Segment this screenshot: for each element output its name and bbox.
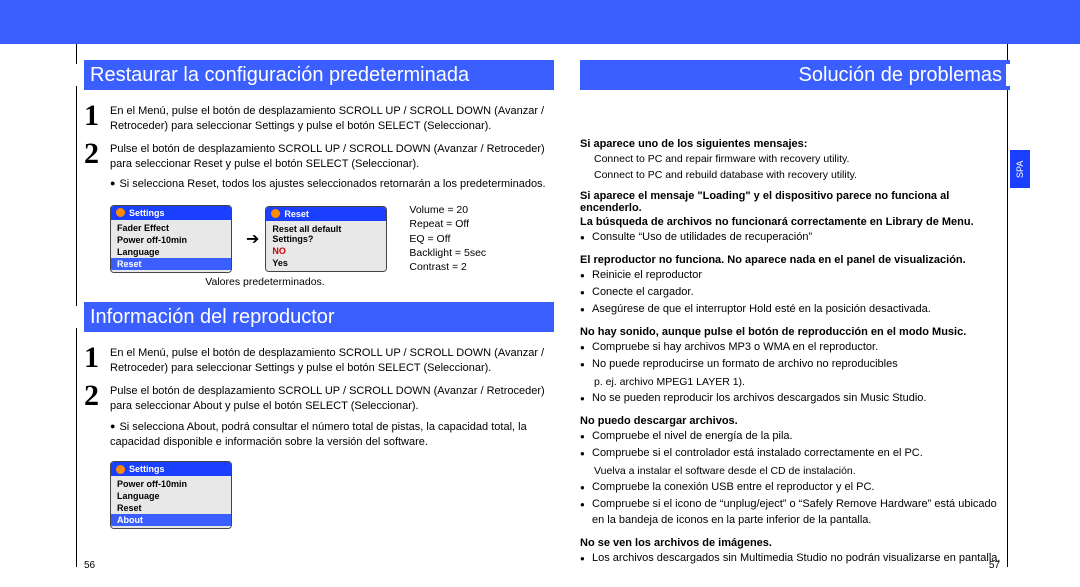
section-heading-restore: Restaurar la configuración predeterminad… (84, 60, 554, 90)
ts-bullet: Compruebe la conexión USB entre el repro… (592, 480, 1010, 496)
spa-side-tab: SPA (1010, 150, 1030, 188)
page-number-right: 57 (989, 560, 1000, 571)
ui-item: Power off-10min (111, 478, 231, 490)
ts-bullets: Compruebe si hay archivos MP3 o WMA en e… (580, 340, 1010, 373)
step-number: 1 (84, 344, 110, 376)
ts-bullets: Los archivos descargados sin Multimedia … (580, 551, 1010, 567)
ui-item-yes: Yes (266, 257, 386, 269)
heading-tick (1006, 64, 1010, 86)
left-page: Restaurar la configuración predeterminad… (84, 60, 554, 535)
ui-header: Settings (111, 462, 231, 476)
step-2: 2 Pulse el botón de desplazamiento SCROL… (84, 140, 554, 172)
step-2b: 2 Pulse el botón de desplazamiento SCROL… (84, 382, 554, 414)
default-val: Volume = 20 (409, 203, 486, 217)
manual-spread: SPA Restaurar la configuración predeterm… (0, 0, 1080, 587)
ts-heading: Si aparece el mensaje "Loading" y el dis… (580, 190, 1010, 214)
ui-about-row: Settings Power off-10min Language Reset … (110, 461, 554, 529)
ts-bullets: Compruebe la conexión USB entre el repro… (580, 480, 1010, 529)
ui-body: Reset all default Settings? NO Yes (266, 221, 386, 271)
ui-settings-about-screen: Settings Power off-10min Language Reset … (110, 461, 232, 529)
ui-title: Settings (129, 208, 165, 218)
ts-subline: p. ej. archivo MPEG1 LAYER 1). (580, 375, 1010, 389)
ui-title: Settings (129, 464, 165, 474)
defaults-list: Volume = 20 Repeat = Off EQ = Off Backli… (409, 203, 486, 274)
ui-item-highlight: Reset (111, 258, 231, 270)
default-val: Backlight = 5sec (409, 246, 486, 260)
step-text: En el Menú, pulse el botón de desplazami… (110, 344, 554, 376)
ts-heading: No hay sonido, aunque pulse el botón de … (580, 326, 1010, 338)
step-number: 2 (84, 140, 110, 172)
ts-heading: No se ven los archivos de imágenes. (580, 537, 1010, 549)
ts-bullets: Compruebe el nivel de energía de la pila… (580, 429, 1010, 462)
ui-title: Reset (284, 209, 309, 219)
ts-bullets: Reinicie el reproductor Conecte el carga… (580, 268, 1010, 318)
ui-item: Language (111, 490, 231, 502)
ts-bullets: Consulte “Uso de utilidades de recuperac… (580, 230, 1010, 246)
defaults-caption: Valores predeterminados. (110, 276, 420, 288)
ui-dot-icon (116, 208, 125, 217)
ts-bullets: No se pueden reproducir los archivos des… (580, 391, 1010, 407)
ui-body: Power off-10min Language Reset About (111, 476, 231, 528)
ui-dot-icon (271, 209, 280, 218)
ts-line: Connect to PC and repair firmware with r… (580, 152, 1010, 166)
ts-bullet: Consulte “Uso de utilidades de recuperac… (592, 230, 1010, 246)
ui-screens-row: Settings Fader Effect Power off-10min La… (110, 203, 554, 274)
ts-bullet: Conecte el cargador. (592, 285, 1010, 301)
default-val: Repeat = Off (409, 217, 486, 231)
section-heading-info: Información del reproductor (84, 302, 554, 332)
ts-subline: Vuelva a instalar el software desde el C… (580, 464, 1010, 478)
heading-tick (76, 306, 80, 328)
ts-bullet: Compruebe si el icono de “unplug/eject” … (592, 497, 1010, 529)
section-heading-text: Solución de problemas (799, 64, 1002, 87)
ts-bullet: No puede reproducirse un formato de arch… (592, 357, 1010, 373)
step-text: En el Menú, pulse el botón de desplazami… (110, 102, 554, 134)
ts-bullet: Compruebe si hay archivos MP3 o WMA en e… (592, 340, 1010, 356)
ts-heading: No puedo descargar archivos. (580, 415, 1010, 427)
default-val: Contrast = 2 (409, 260, 486, 274)
ui-item: Reset (111, 502, 231, 514)
ts-bullet: No se pueden reproducir los archivos des… (592, 391, 1010, 407)
ui-item: Power off-10min (111, 234, 231, 246)
section-heading-text: Restaurar la configuración predeterminad… (90, 64, 469, 87)
ui-settings-screen: Settings Fader Effect Power off-10min La… (110, 205, 232, 273)
step-1: 1 En el Menú, pulse el botón de desplaza… (84, 102, 554, 134)
ts-bullet: Reinicie el reproductor (592, 268, 1010, 284)
step-bullet: Si selecciona Reset, todos los ajustes s… (84, 177, 554, 193)
ui-body: Fader Effect Power off-10min Language Re… (111, 220, 231, 272)
ui-item: Language (111, 246, 231, 258)
ui-header: Settings (111, 206, 231, 220)
step-text: Pulse el botón de desplazamiento SCROLL … (110, 140, 554, 172)
default-val: EQ = Off (409, 232, 486, 246)
top-blue-band (0, 0, 1080, 44)
ui-item: Reset all default Settings? (266, 223, 386, 245)
step-1b: 1 En el Menú, pulse el botón de desplaza… (84, 344, 554, 376)
ui-header: Reset (266, 207, 386, 221)
ts-bullet: Compruebe el nivel de energía de la pila… (592, 429, 1010, 445)
ts-bullet: Asegúrese de que el interruptor Hold est… (592, 302, 1010, 318)
section-heading-troubleshoot: Solución de problemas (580, 60, 1010, 90)
ts-heading: El reproductor no funciona. No aparece n… (580, 254, 1010, 266)
ui-item-highlight: About (111, 514, 231, 526)
section-heading-text: Información del reproductor (90, 306, 335, 329)
arrow-icon: ➔ (246, 229, 259, 249)
page-number-left: 56 (84, 560, 95, 571)
ui-item: Fader Effect (111, 222, 231, 234)
ts-line: Connect to PC and rebuild database with … (580, 168, 1010, 182)
right-page: Solución de problemas Si aparece uno de … (580, 60, 1010, 569)
step-number: 1 (84, 102, 110, 134)
ts-bullet: Compruebe si el controlador está instala… (592, 446, 1010, 462)
ts-heading: Si aparece uno de los siguientes mensaje… (580, 138, 1010, 150)
ui-item-no: NO (266, 245, 386, 257)
ui-reset-screen: Reset Reset all default Settings? NO Yes (265, 206, 387, 272)
ui-dot-icon (116, 465, 125, 474)
ts-bullet: Los archivos descargados sin Multimedia … (592, 551, 1010, 567)
step-text: Pulse el botón de desplazamiento SCROLL … (110, 382, 554, 414)
step-number: 2 (84, 382, 110, 414)
step-bullet: Si selecciona About, podrá consultar el … (84, 420, 554, 452)
ts-heading: La búsqueda de archivos no funcionará co… (580, 216, 1010, 228)
heading-tick (76, 64, 80, 86)
